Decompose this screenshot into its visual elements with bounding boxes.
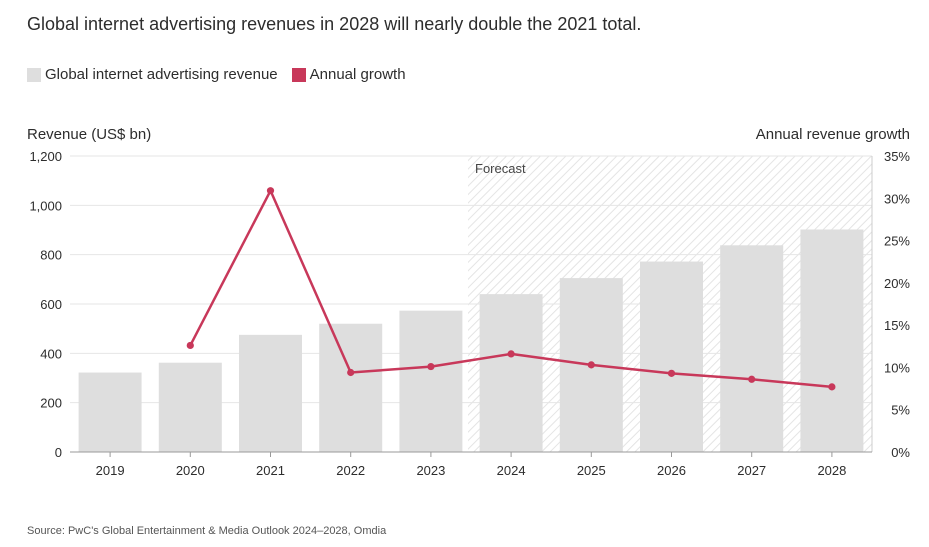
left-tick-label: 200 xyxy=(40,396,62,411)
left-tick-label: 800 xyxy=(40,248,62,263)
right-tick-label: 20% xyxy=(884,276,910,291)
x-tick-label: 2028 xyxy=(817,463,846,478)
right-tick-label: 35% xyxy=(884,149,910,164)
growth-point xyxy=(266,187,275,195)
revenue-bar xyxy=(319,323,383,452)
source-note: Source: PwC's Global Entertainment & Med… xyxy=(27,525,387,537)
right-tick-label: 5% xyxy=(891,403,910,418)
x-tick-label: 2027 xyxy=(737,463,766,478)
right-tick-label: 30% xyxy=(884,191,910,206)
growth-point xyxy=(347,368,355,377)
left-tick-label: 1,000 xyxy=(29,198,62,213)
left-tick-label: 1,200 xyxy=(29,149,62,164)
growth-point xyxy=(186,341,194,350)
revenue-bar xyxy=(640,261,703,452)
growth-point xyxy=(587,361,595,369)
chart-title: Global internet advertising revenues in … xyxy=(27,14,642,34)
revenue-bar xyxy=(800,229,864,452)
revenue-bar xyxy=(239,334,302,452)
growth-point xyxy=(667,369,676,377)
legend-swatch-growth xyxy=(291,67,306,82)
x-tick-label: 2024 xyxy=(497,463,526,478)
x-tick-label: 2019 xyxy=(96,463,125,478)
legend: Global internet advertising revenue Annu… xyxy=(27,66,420,83)
growth-point xyxy=(427,362,435,371)
axes: 0 200 400 600 800 1,000 1,200 0% 5% 10% 15% 20% 25% 3… xyxy=(29,149,910,478)
growth-point xyxy=(507,350,515,358)
x-tick-label: 2026 xyxy=(657,463,686,478)
x-tick-label: 2025 xyxy=(577,463,606,478)
legend-item-revenue: Global internet advertising revenue xyxy=(27,66,278,83)
revenue-bars xyxy=(78,229,864,452)
x-tick-label: 2023 xyxy=(416,463,445,478)
x-tick-label: 2021 xyxy=(256,463,285,478)
revenue-bar xyxy=(158,362,222,452)
revenue-bar xyxy=(78,372,142,452)
growth-point xyxy=(748,375,756,383)
right-tick-label: 0% xyxy=(891,445,910,460)
left-axis-title: Revenue (US$ bn) xyxy=(27,126,152,143)
right-tick-label: 10% xyxy=(884,360,910,375)
revenue-bar xyxy=(399,310,463,452)
revenue-bar xyxy=(720,245,784,452)
left-tick-label: 600 xyxy=(40,297,62,312)
growth-point xyxy=(828,383,836,391)
right-tick-label: 15% xyxy=(884,318,910,333)
left-tick-label: 400 xyxy=(40,346,62,361)
legend-swatch-revenue xyxy=(27,67,41,82)
x-tick-label: 2022 xyxy=(336,463,365,478)
legend-item-growth: Annual growth xyxy=(291,66,406,83)
growth-line xyxy=(186,187,836,391)
left-tick-label: 0 xyxy=(55,445,62,460)
right-axis-title: Annual revenue growth xyxy=(755,126,910,143)
legend-label-revenue: Global internet advertising revenue xyxy=(45,66,278,83)
legend-label-growth: Annual growth xyxy=(309,66,406,83)
right-tick-label: 25% xyxy=(884,234,910,249)
revenue-bar xyxy=(479,294,543,452)
x-tick-label: 2020 xyxy=(176,463,205,478)
forecast-label: Forecast xyxy=(475,161,526,176)
